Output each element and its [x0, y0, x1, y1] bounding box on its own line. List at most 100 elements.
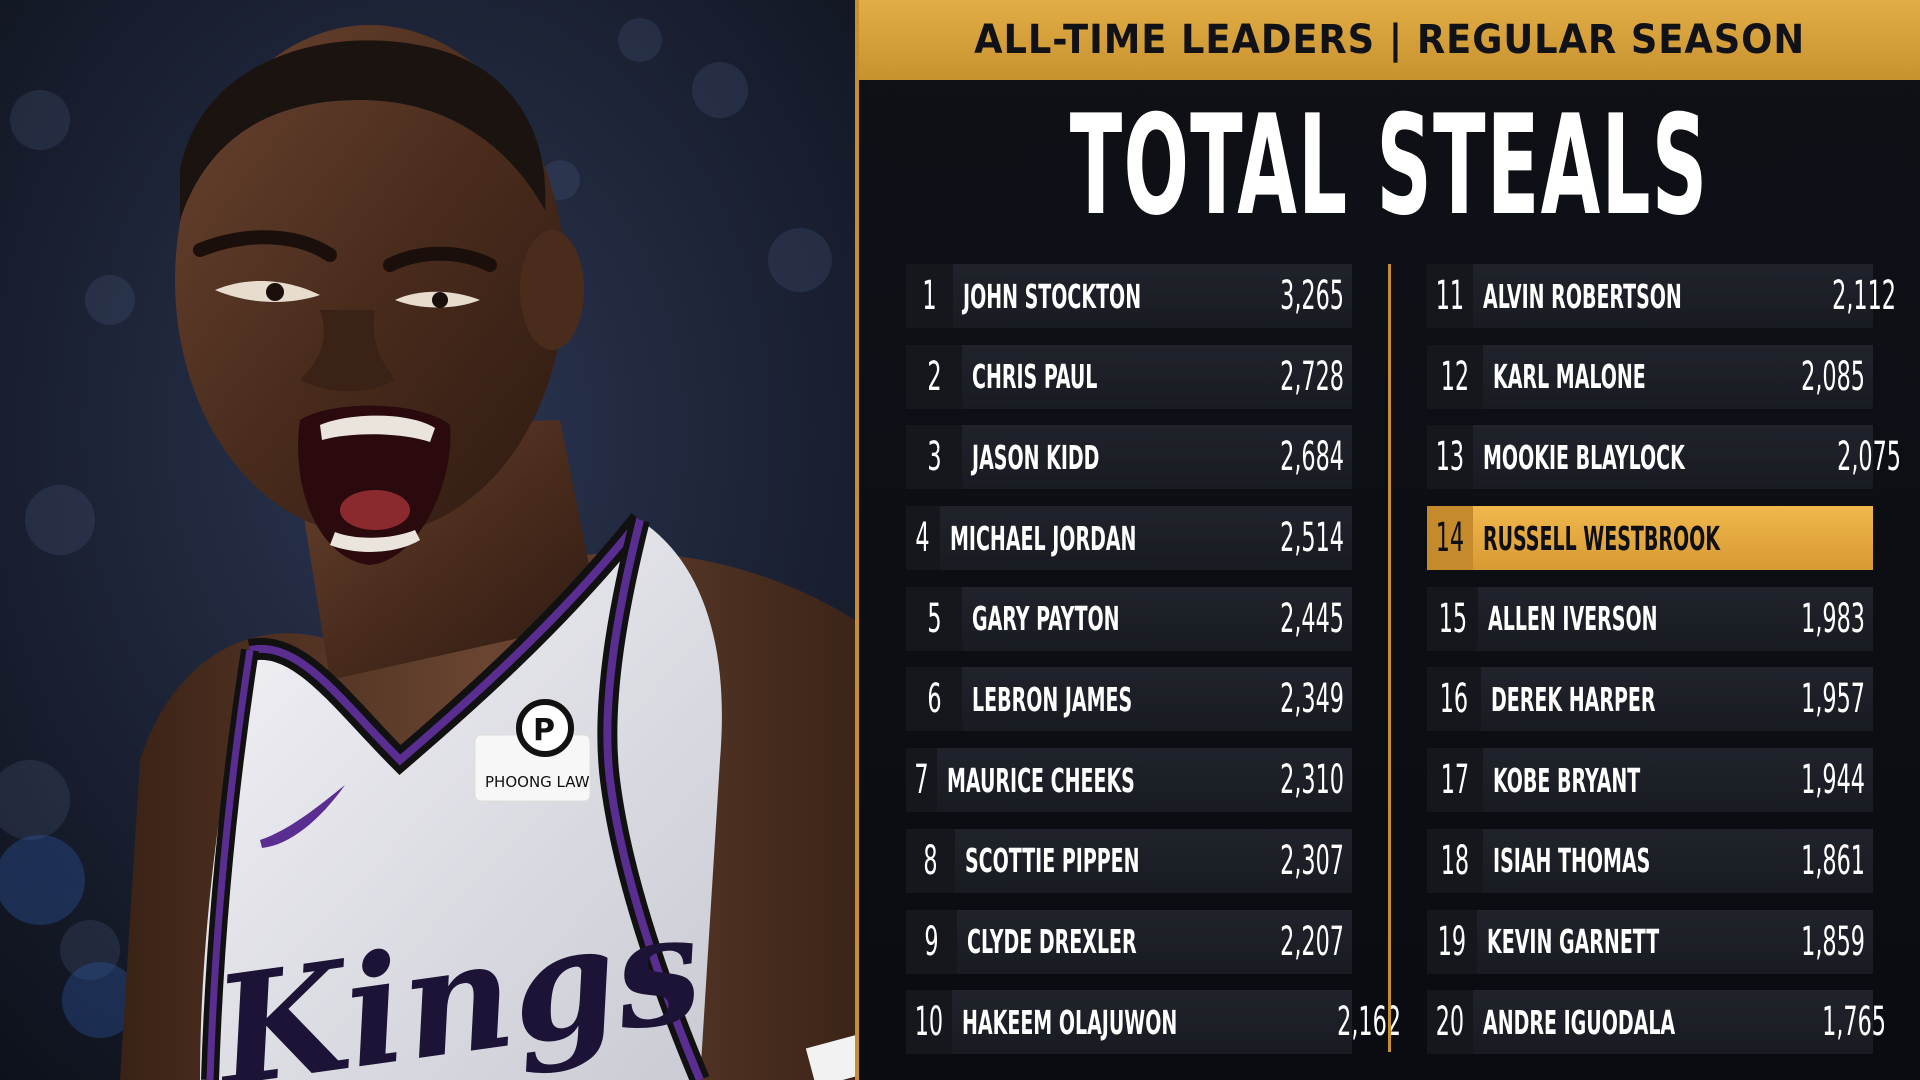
player-name: SCOTTIE PIPPEN: [964, 841, 1140, 881]
steals-cell: 2,207: [1232, 910, 1352, 974]
rank-number: 6: [926, 676, 942, 723]
player-name-cell: CHRIS PAUL: [962, 345, 1222, 409]
rank-number: 10: [914, 999, 944, 1046]
rank-cell: 2: [906, 344, 962, 409]
steals-value: 1,861: [1801, 837, 1865, 884]
player-name-cell: KOBE BRYANT: [1483, 748, 1743, 812]
steals-cell: 1,957: [1748, 667, 1873, 731]
leader-row: 15 ALLEN IVERSON 1,983: [1427, 586, 1873, 651]
rank-cell: 18: [1427, 828, 1483, 893]
leader-row: 13 MOOKIE BLAYLOCK 2,075: [1427, 425, 1901, 490]
steals-value: 2,207: [1280, 918, 1344, 965]
player-name-cell: KEVIN GARNETT: [1477, 910, 1756, 974]
steals-value: 1,957: [1801, 676, 1865, 723]
rank-number: 20: [1435, 999, 1465, 1046]
player-name-cell: HAKEEM OLAJUWON: [952, 990, 1298, 1054]
steals-value: 2,445: [1280, 595, 1344, 642]
player-name-cell: JASON KIDD: [962, 425, 1222, 489]
leader-row: 4 MICHAEL JORDAN 2,514: [906, 506, 1352, 571]
player-name-cell: GARY PAYTON: [962, 587, 1222, 651]
rank-number: 14: [1435, 515, 1465, 562]
steals-cell: 2,307: [1238, 829, 1352, 893]
player-name-cell: ISIAH THOMAS: [1483, 829, 1743, 893]
player-name: MOOKIE BLAYLOCK: [1482, 437, 1685, 477]
rank-number: 17: [1440, 757, 1470, 804]
player-name: LEBRON JAMES: [971, 679, 1133, 719]
player-name: HAKEEM OLAJUWON: [961, 1002, 1178, 1042]
steals-value: 2,085: [1801, 353, 1865, 400]
player-name: KOBE BRYANT: [1493, 760, 1641, 800]
steals-cell: 2,728: [1222, 345, 1352, 409]
player-name-cell: ALLEN IVERSON: [1478, 587, 1753, 651]
rank-number: 19: [1437, 918, 1467, 965]
player-name: MAURICE CHEEKS: [947, 760, 1136, 800]
rank-cell: 17: [1427, 748, 1483, 813]
player-name-cell: CLYDE DREXLER: [957, 910, 1232, 974]
rank-cell: 8: [906, 828, 955, 893]
rank-number: 9: [924, 918, 939, 965]
page-title: TOTAL STEALS: [859, 85, 1920, 246]
rank-cell: 13: [1427, 425, 1473, 490]
rank-number: 16: [1439, 676, 1469, 723]
steals-value: 1,984: [1896, 515, 1920, 562]
leader-row: 5 GARY PAYTON 2,445: [906, 586, 1352, 651]
leader-row: 12 KARL MALONE 2,085: [1427, 344, 1873, 409]
leaders-column-1: 1 JOHN STOCKTON 3,265 2 CHRIS PAUL 2,728 3 JASO…: [906, 264, 1401, 1071]
leader-row: 7 MAURICE CHEEKS 2,310: [906, 748, 1352, 813]
rank-number: 5: [926, 595, 942, 642]
steals-value: 1,765: [1822, 999, 1887, 1046]
leader-row: 14 RUSSELL WESTBROOK 1,984: [1427, 506, 1920, 571]
leader-row: 17 KOBE BRYANT 1,944: [1427, 748, 1873, 813]
player-name-cell: KARL MALONE: [1483, 345, 1743, 409]
panel-divider: [855, 0, 859, 1080]
steals-value: 2,112: [1832, 273, 1897, 319]
steals-cell: 2,349: [1222, 667, 1352, 731]
steals-value: 2,307: [1280, 837, 1344, 884]
rank-number: 11: [1435, 273, 1465, 319]
player-name: CHRIS PAUL: [972, 357, 1098, 397]
player-name: ANDRE IGUODALA: [1482, 1002, 1675, 1042]
rank-cell: 1: [906, 264, 953, 328]
steals-value: 3,265: [1280, 273, 1344, 319]
leader-row: 2 CHRIS PAUL 2,728: [906, 344, 1352, 409]
rank-cell: 3: [906, 425, 962, 490]
rank-number: 2: [926, 353, 942, 400]
leaderboard-panel: ALL-TIME LEADERS | REGULAR SEASON TOTAL …: [859, 0, 1920, 1080]
player-name: GARY PAYTON: [972, 599, 1120, 639]
player-name: ALVIN ROBERTSON: [1482, 276, 1682, 316]
leader-row: 9 CLYDE DREXLER 2,207: [906, 909, 1352, 974]
player-name: DEREK HARPER: [1490, 679, 1656, 719]
rank-number: 13: [1435, 434, 1465, 481]
player-name-cell: DEREK HARPER: [1481, 667, 1748, 731]
player-name: KEVIN GARNETT: [1487, 922, 1660, 961]
steals-cell: 3,265: [1241, 264, 1352, 328]
steals-value: 2,075: [1837, 434, 1902, 481]
player-name: CLYDE DREXLER: [967, 922, 1137, 961]
rank-number: 3: [926, 434, 942, 481]
steals-cell: 1,983: [1753, 587, 1873, 651]
leaders-column-2: 11 ALVIN ROBERTSON 2,112 12 KARL MALONE 2,085…: [1427, 264, 1920, 1071]
leader-row: 1 JOHN STOCKTON 3,265: [906, 264, 1352, 328]
player-name: RUSSELL WESTBROOK: [1482, 518, 1720, 558]
steals-value: 2,728: [1280, 353, 1344, 400]
svg-text:P: P: [533, 713, 555, 748]
rank-cell: 15: [1427, 586, 1479, 651]
leader-row: 20 ANDRE IGUODALA 1,765: [1427, 990, 1886, 1055]
rank-number: 15: [1438, 595, 1467, 642]
leader-row: 18 ISIAH THOMAS 1,861: [1427, 828, 1873, 893]
rank-number: 1: [922, 273, 937, 319]
steals-value: 2,162: [1337, 999, 1402, 1046]
player-name: ALLEN IVERSON: [1488, 599, 1658, 639]
player-name: JASON KIDD: [972, 437, 1100, 477]
player-name-cell: MOOKIE BLAYLOCK: [1473, 425, 1798, 489]
rank-number: 8: [923, 837, 938, 884]
rank-cell: 11: [1427, 264, 1473, 328]
player-name: KARL MALONE: [1493, 357, 1646, 397]
steals-cell: 1,765: [1783, 990, 1894, 1054]
patch-text: PHOONG LAW: [485, 773, 590, 791]
player-name-cell: ALVIN ROBERTSON: [1473, 264, 1794, 328]
steals-cell: 1,944: [1743, 748, 1873, 812]
rank-number: 18: [1440, 837, 1470, 884]
rank-cell: 12: [1427, 344, 1483, 409]
steals-cell: 1,984: [1853, 506, 1920, 570]
